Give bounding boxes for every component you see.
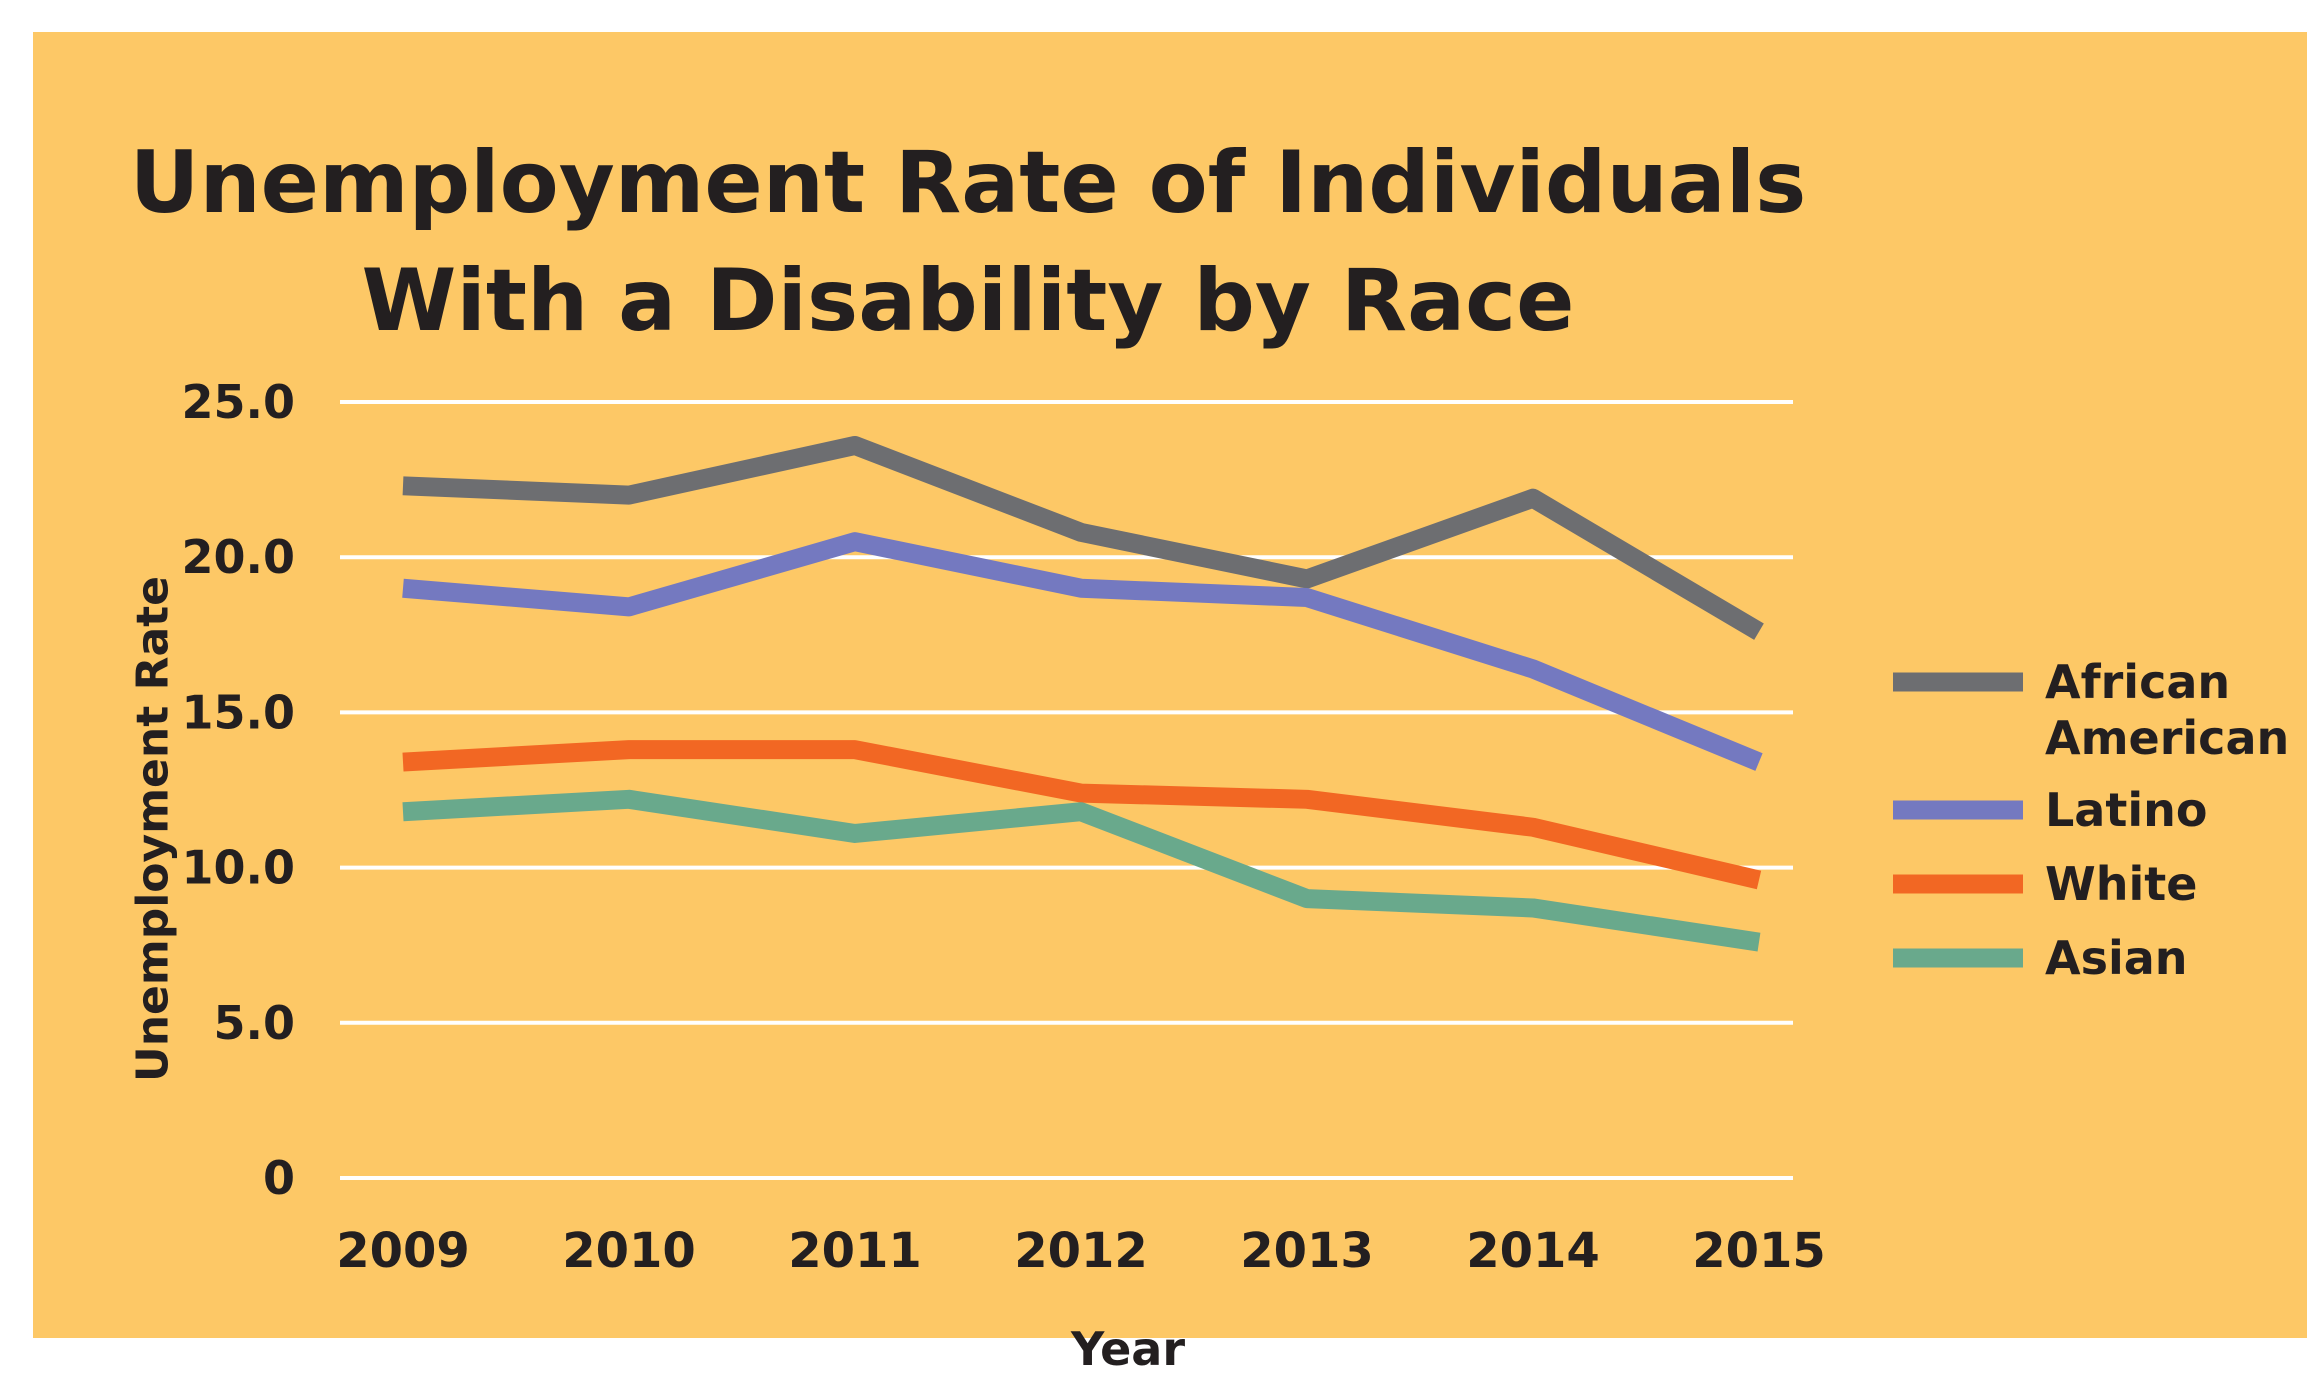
- legend-label-3-0: Asian: [2045, 931, 2188, 985]
- x-tick-labels: 2009 2010 2011 2012 2013 2014 2015: [336, 1223, 1826, 1279]
- chart-title-line-1: Unemployment Rate of Individuals: [129, 133, 1807, 233]
- legend-label-0-0: African: [2045, 655, 2230, 709]
- chart-title-line-2: With a Disability by Race: [361, 251, 1575, 351]
- y-tick-labels: 0 5.0 10.0 15.0 20.0 25.0: [182, 375, 296, 1205]
- legend-label-2-0: White: [2045, 857, 2197, 911]
- series-lines: [402, 435, 1764, 952]
- series-line-2: [402, 740, 1762, 890]
- legend-label-1-0: Latino: [2045, 783, 2207, 837]
- series-line-0: [402, 435, 1764, 640]
- y-tick-label-1: 5.0: [214, 996, 296, 1050]
- x-tick-label-1: 2010: [562, 1223, 696, 1279]
- y-tick-label-0: 0: [263, 1151, 295, 1205]
- x-tick-label-6: 2015: [1692, 1223, 1826, 1279]
- gridlines: [340, 400, 1793, 1180]
- y-tick-label-5: 25.0: [182, 375, 296, 429]
- x-tick-label-3: 2012: [1014, 1223, 1148, 1279]
- x-tick-label-0: 2009: [336, 1223, 470, 1279]
- chart-panel: Unemployment Rate of Individuals With a …: [33, 32, 2307, 1376]
- y-tick-label-3: 15.0: [182, 685, 296, 739]
- y-tick-label-4: 20.0: [182, 530, 296, 584]
- legend-label-0-1: American: [2045, 711, 2289, 765]
- series-line-1: [402, 532, 1763, 771]
- line-chart: 0 5.0 10.0 15.0 20.0 25.0 2009 2010 2011 2012 201…: [182, 375, 2290, 1279]
- series-line-3: [402, 789, 1761, 952]
- x-tick-label-5: 2014: [1466, 1223, 1600, 1279]
- x-tick-label-4: 2013: [1240, 1223, 1374, 1279]
- x-tick-label-2: 2011: [788, 1223, 922, 1279]
- y-tick-label-2: 10.0: [182, 841, 296, 895]
